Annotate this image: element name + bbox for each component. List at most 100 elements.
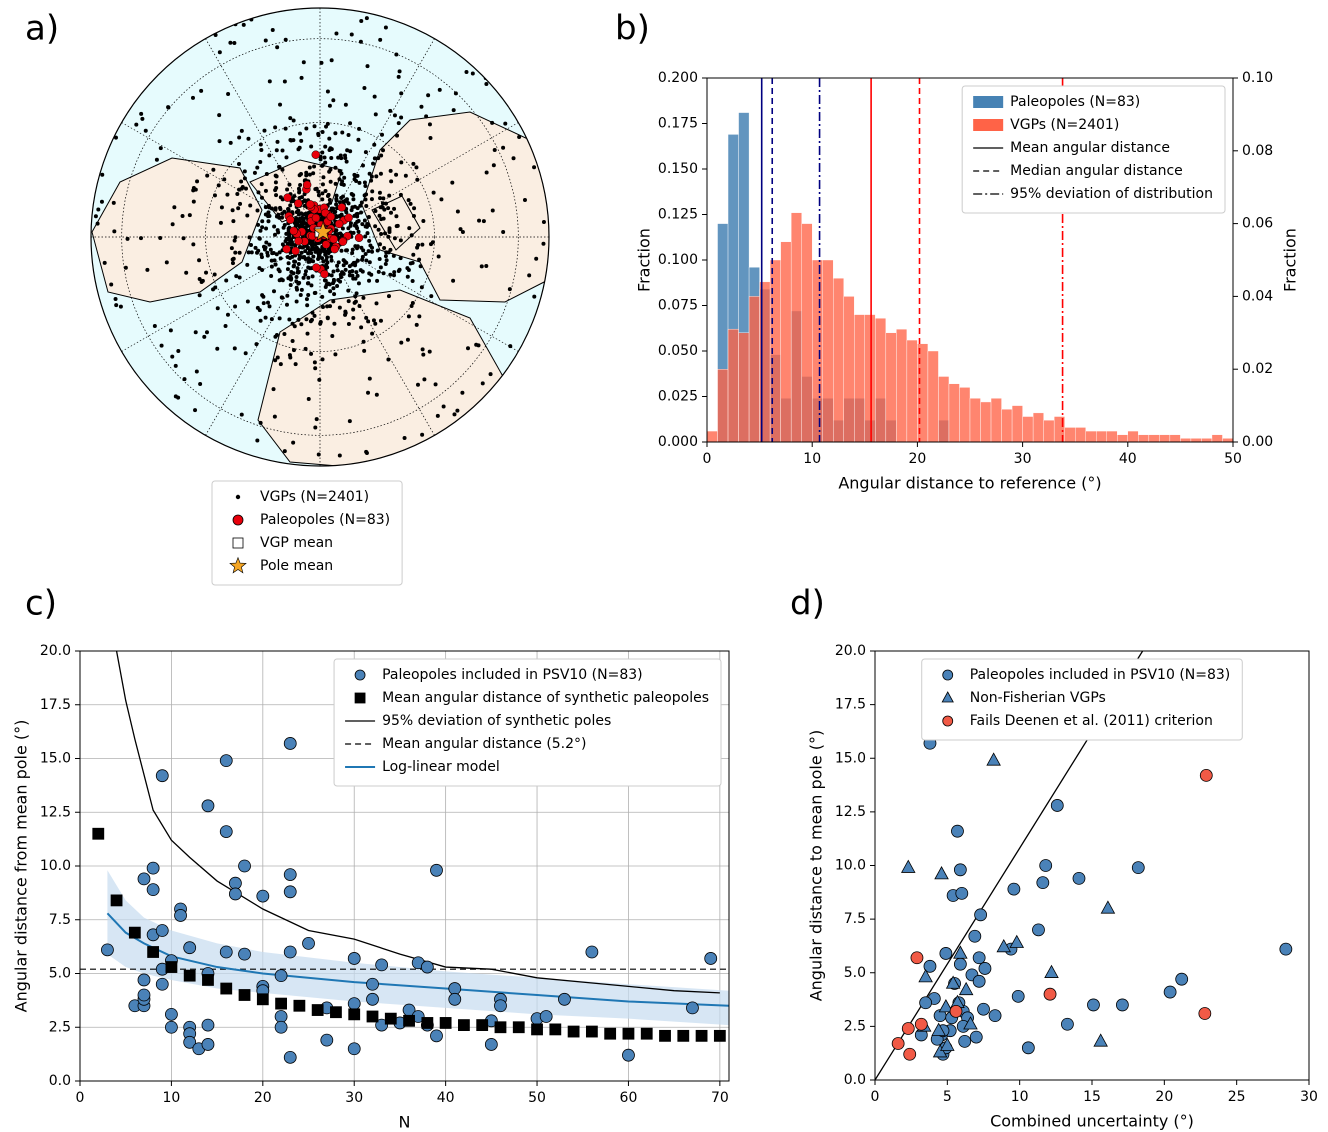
vgp-dot	[242, 169, 247, 174]
marker-circle	[1007, 882, 1021, 896]
marker-square	[384, 1012, 397, 1025]
histogram-bar	[1190, 438, 1202, 443]
vgp-dot	[374, 174, 379, 179]
vgp-dot	[365, 221, 370, 226]
marker-circle	[366, 977, 379, 991]
histogram-bar	[717, 369, 729, 443]
paleopole-dot	[294, 236, 303, 246]
marker-circle	[1011, 989, 1025, 1003]
paleopole-dot	[354, 233, 364, 243]
marker-circle	[232, 514, 244, 526]
vgp-dot	[386, 234, 391, 239]
plot-area	[875, 651, 1293, 1080]
marker-square	[147, 946, 160, 958]
vgp-dot	[269, 274, 274, 279]
vgp-dot	[411, 161, 416, 166]
vgp-dot	[238, 201, 243, 206]
histogram-bar	[1211, 434, 1223, 443]
vgp-dot	[306, 251, 311, 256]
paleopole-dot	[330, 244, 339, 254]
vgp-dot	[320, 163, 325, 168]
marker-circle	[704, 952, 718, 965]
vgp-dot	[356, 229, 361, 234]
vgp-dot	[346, 321, 351, 326]
marker-circle	[891, 1037, 905, 1050]
marker-circle	[201, 1018, 215, 1032]
vgp-dot	[232, 238, 237, 243]
histogram-bar	[1074, 427, 1086, 443]
marker-circle	[347, 997, 361, 1010]
vgp-dot	[258, 228, 263, 233]
marker-square	[622, 1027, 635, 1040]
x-tick-label: 10	[803, 451, 821, 467]
vgp-dot	[323, 188, 328, 193]
vgp-dot	[237, 250, 242, 255]
vgp-dot	[93, 214, 98, 219]
vgp-dot	[362, 85, 367, 90]
vgp-dot	[406, 198, 411, 203]
vgp-dot	[406, 314, 411, 319]
histogram-bar	[1032, 412, 1044, 443]
vgp-dot	[320, 197, 325, 202]
vgp-dot	[378, 205, 383, 210]
vgp-dot	[310, 310, 315, 315]
histogram-bar	[885, 332, 897, 443]
vgp-dot	[426, 93, 431, 98]
marker-circle	[558, 992, 571, 1006]
vgp-dot	[320, 182, 325, 187]
marker-square	[531, 1023, 543, 1036]
y-tick-label: 0.100	[658, 252, 698, 268]
vgp-dot	[304, 317, 309, 322]
vgp-dot	[346, 132, 351, 137]
vgp-dot	[316, 133, 321, 138]
legend-patch	[973, 119, 1004, 131]
vgp-dot	[381, 148, 386, 153]
vgp-dot	[361, 248, 366, 253]
vgp-dot	[140, 116, 145, 121]
vgp-dot	[302, 198, 307, 203]
marker-triangle	[1100, 900, 1116, 914]
marker-circle	[1163, 985, 1177, 999]
vgp-dot	[245, 262, 250, 267]
vgp-dot	[278, 362, 283, 367]
marker-circle	[375, 958, 389, 972]
y2-axis-label: Fraction	[1281, 228, 1300, 292]
vgp-dot	[398, 238, 403, 243]
marker-square	[659, 1029, 671, 1042]
marker-circle	[146, 883, 160, 897]
vgp-dot	[312, 313, 317, 318]
vgp-dot	[369, 174, 374, 179]
vgp-dot	[345, 148, 350, 153]
vgp-dot	[378, 171, 383, 176]
vgp-dot	[488, 372, 493, 377]
vgp-dot	[381, 271, 386, 276]
vgp-dot	[277, 316, 282, 321]
vgp-dot	[95, 221, 100, 226]
vgp-dot	[305, 303, 310, 308]
marker-square	[476, 1019, 489, 1031]
vgp-dot	[311, 246, 316, 251]
vgp-dot	[399, 115, 404, 120]
vgp-dot	[226, 91, 231, 96]
vgp-dot	[325, 89, 330, 94]
vgp-dot	[424, 114, 429, 119]
histogram-bar	[1180, 438, 1192, 443]
vgp-dot	[372, 156, 377, 161]
vgp-dot	[349, 208, 354, 213]
vgp-dot	[333, 181, 338, 186]
vgp-dot	[286, 207, 291, 212]
vgp-dot	[350, 273, 355, 278]
marker-circle	[494, 999, 507, 1013]
vgp-dot	[239, 412, 244, 417]
vgp-dot	[341, 258, 346, 263]
vgp-dot	[327, 136, 332, 141]
vgp-dot	[383, 261, 388, 266]
paleopole-dot	[312, 263, 321, 272]
marker-triangle	[938, 999, 954, 1013]
vgp-dot	[228, 40, 233, 45]
vgp-dot	[387, 193, 392, 198]
vgp-dot	[256, 248, 261, 253]
marker-circle	[137, 988, 151, 1002]
vgp-dot	[337, 453, 342, 458]
vgp-dot	[350, 262, 355, 267]
